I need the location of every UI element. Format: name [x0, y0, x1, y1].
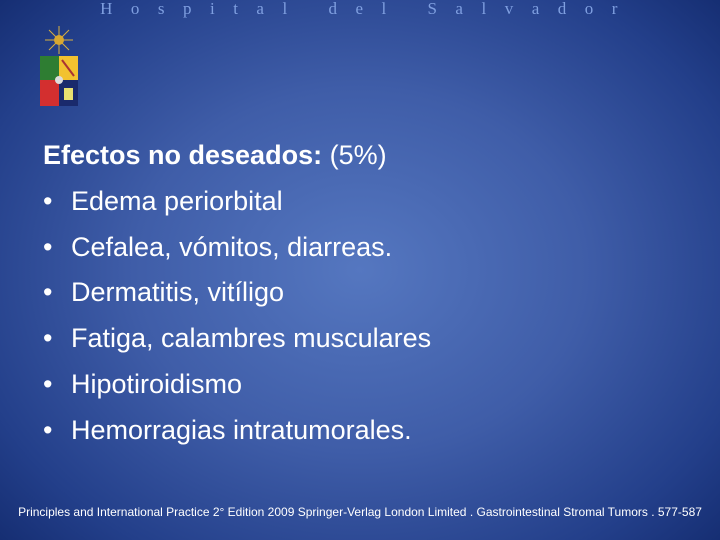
- list-item: • Dermatitis, vitíligo: [43, 270, 431, 316]
- list-item: • Cefalea, vómitos, diarreas.: [43, 225, 431, 271]
- list-item: • Edema periorbital: [43, 179, 431, 225]
- bullet-icon: •: [43, 231, 53, 262]
- bullet-icon: •: [43, 323, 53, 354]
- item-text: Edema periorbital: [71, 185, 283, 216]
- item-text: Dermatitis, vitíligo: [71, 277, 285, 308]
- bullet-icon: •: [43, 368, 53, 399]
- list-item: • Hipotiroidismo: [43, 362, 431, 408]
- item-text: Hemorragias intratumorales.: [71, 414, 412, 445]
- slide-content: Efectos no deseados: (5%) • Edema periorb…: [43, 133, 431, 454]
- bullet-icon: •: [43, 277, 53, 308]
- side-effects-list: • Edema periorbital • Cefalea, vómitos, di…: [43, 179, 431, 454]
- university-crest-logo: [40, 26, 78, 106]
- bullet-icon: •: [43, 414, 53, 445]
- slide-title: Efectos no deseados: (5%): [43, 133, 431, 179]
- item-text: Hipotiroidismo: [71, 368, 243, 399]
- list-item: • Hemorragias intratumorales.: [43, 408, 431, 454]
- item-text: Fatiga, calambres musculares: [71, 323, 432, 354]
- title-percentage: (5%): [322, 140, 387, 170]
- title-bold: Efectos no deseados:: [43, 140, 323, 170]
- citation-footer: Principles and International Practice 2°…: [18, 505, 702, 519]
- item-text: Cefalea, vómitos, diarreas.: [71, 231, 393, 262]
- bullet-icon: •: [43, 185, 53, 216]
- hospital-header: Hospital del Salvador: [100, 0, 636, 18]
- list-item: • Fatiga, calambres musculares: [43, 316, 431, 362]
